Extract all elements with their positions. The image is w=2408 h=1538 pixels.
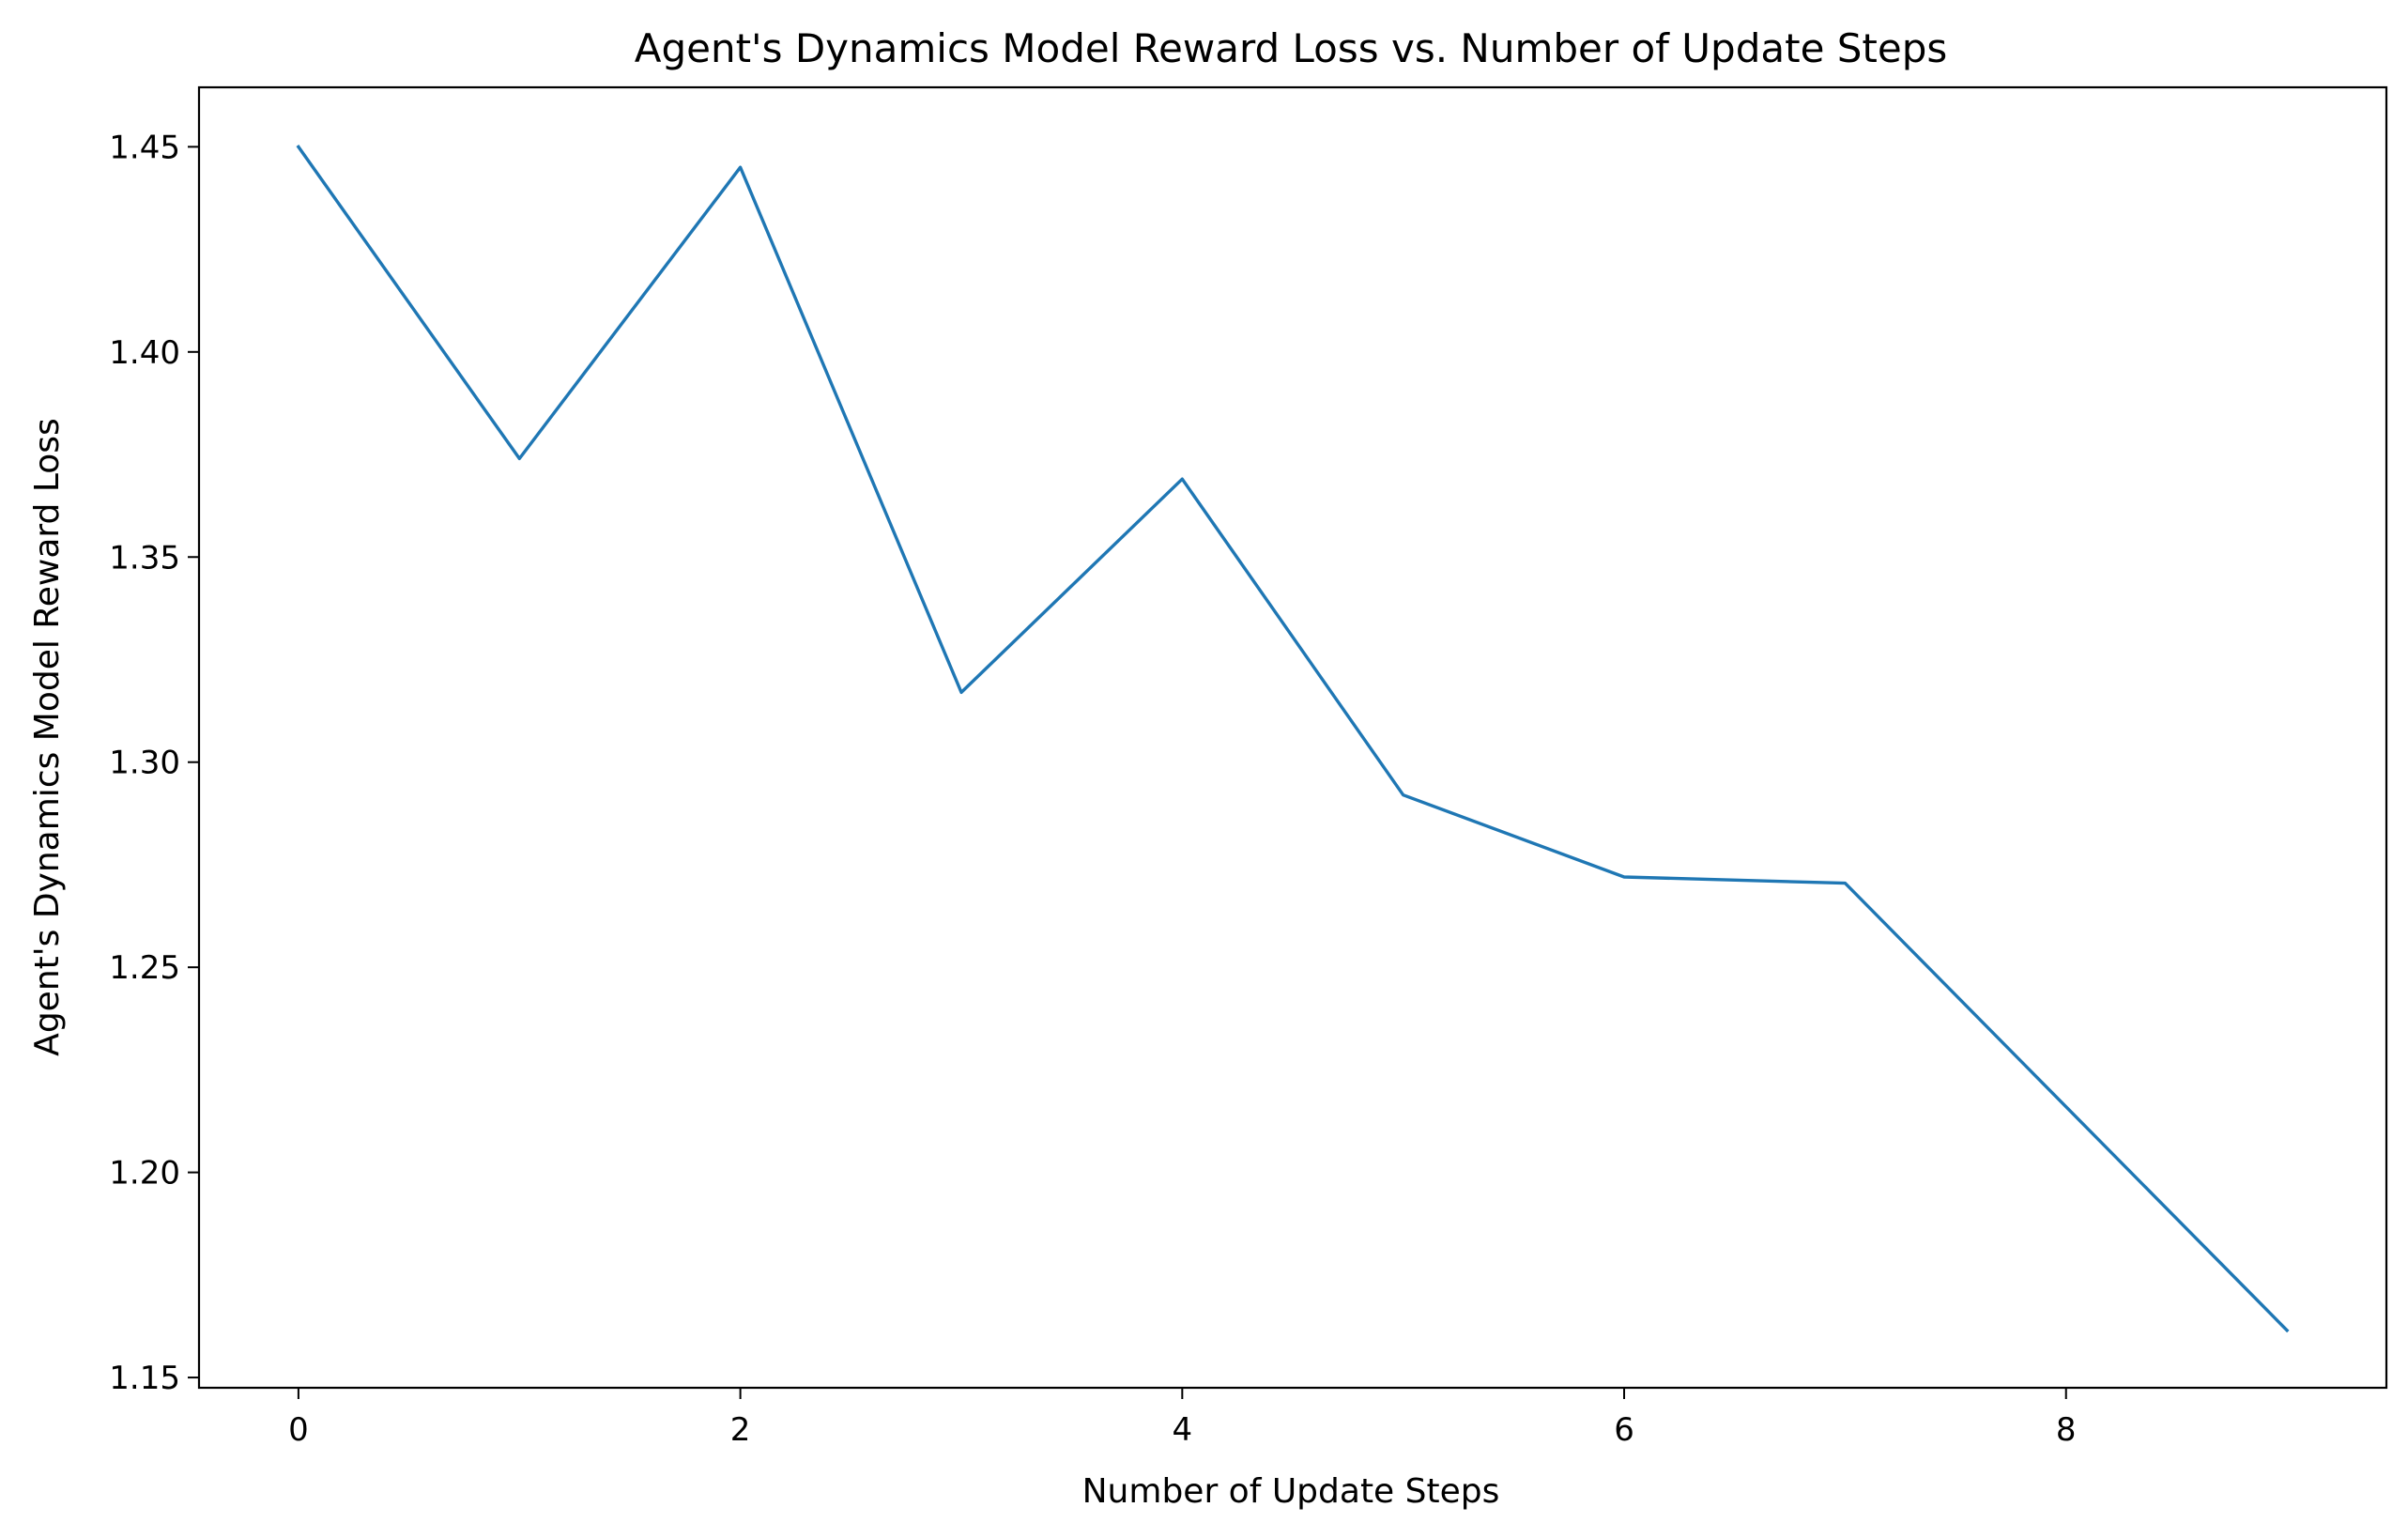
y-axis-ticks: 1.15 1.20 1.25 1.30 1.35 1.40 1.45 xyxy=(109,129,199,1397)
y-tick-label: 1.20 xyxy=(109,1155,180,1192)
x-tick-label: 0 xyxy=(288,1411,309,1449)
series-layer xyxy=(296,145,2290,1333)
x-tick-label: 2 xyxy=(730,1411,751,1449)
x-tick-label: 4 xyxy=(1173,1411,1193,1449)
y-tick-label: 1.45 xyxy=(109,129,180,166)
y-tick-label: 1.15 xyxy=(109,1360,180,1397)
x-axis-label: Number of Update Steps xyxy=(1082,1472,1500,1511)
y-axis-label: Agent's Dynamics Model Reward Loss xyxy=(28,418,67,1056)
x-tick-label: 6 xyxy=(1614,1411,1634,1449)
y-tick-label: 1.25 xyxy=(109,949,180,987)
y-tick-label: 1.30 xyxy=(109,745,180,782)
plot-frame xyxy=(197,85,2388,1390)
y-tick-label: 1.40 xyxy=(109,334,180,372)
x-axis-ticks: 0 2 4 6 8 xyxy=(288,1388,2077,1449)
chart-title: Agent's Dynamics Model Reward Loss vs. N… xyxy=(635,25,1948,71)
x-tick-label: 8 xyxy=(2056,1411,2077,1449)
series-line xyxy=(296,145,2290,1333)
y-tick-label: 1.35 xyxy=(109,539,180,577)
